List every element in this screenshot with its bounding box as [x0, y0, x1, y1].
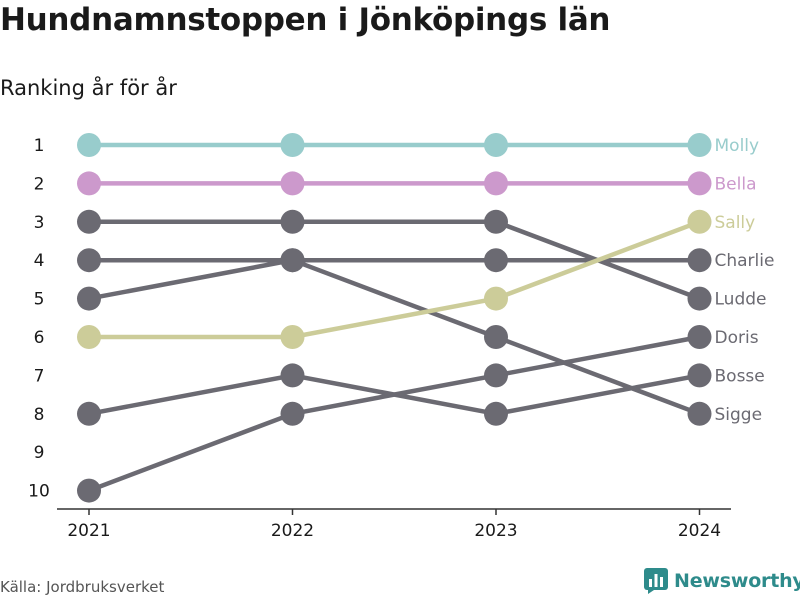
data-point-charlie [687, 248, 712, 273]
data-point-bella [280, 171, 305, 196]
data-point-sally [280, 325, 305, 349]
y-tick-label: 7 [34, 366, 45, 386]
data-point-molly [77, 133, 101, 157]
y-tick-label: 1 [34, 136, 45, 156]
data-point-ludde [484, 209, 508, 234]
data-point-sally [484, 286, 508, 311]
data-point-molly [280, 133, 305, 157]
brand-logo: Newsworthy [644, 568, 800, 594]
chart-subtitle: Ranking år för år [0, 76, 177, 100]
data-point-ludde [280, 209, 305, 234]
series-line-sigge [88, 257, 701, 416]
data-point-bosse [77, 401, 101, 426]
data-point-bosse [687, 363, 712, 388]
data-point-molly [484, 133, 508, 157]
source-note: Källa: Jordbruksverket [0, 578, 165, 596]
series-label-molly: Molly [715, 136, 760, 156]
chart-title: Hundnamnstoppen i Jönköpings län [0, 2, 611, 38]
data-point-sigge [280, 248, 305, 273]
y-tick-label: 5 [34, 290, 45, 310]
series-points [77, 133, 712, 503]
data-point-sally [77, 325, 101, 349]
y-tick-label: 2 [34, 174, 45, 194]
bar-chart-logo-icon [644, 568, 668, 594]
series-line-sally [89, 219, 701, 340]
data-point-doris [484, 363, 508, 388]
brand-name: Newsworthy [674, 570, 800, 592]
x-tick-label: 2022 [271, 521, 314, 541]
data-point-charlie [77, 248, 101, 273]
series-label-ludde: Ludde [715, 290, 767, 310]
x-tick-label: 2021 [67, 521, 110, 541]
data-point-ludde [687, 286, 712, 311]
series-line-bosse [88, 373, 700, 417]
data-point-sigge [484, 325, 508, 349]
y-tick-label: 6 [34, 328, 45, 348]
x-axis-ticks: 2021 2022 2023 2024 [67, 509, 721, 541]
ranking-chart: 1 2 3 4 5 6 7 8 9 10 2021 2022 2023 2024 Charlie Ludd… [28, 133, 775, 541]
x-tick-label: 2023 [474, 521, 517, 541]
data-point-doris [687, 325, 712, 349]
series-labels: Charlie Ludde Doris Bosse Sigge Molly Bella Sal… [715, 136, 775, 425]
series-label-charlie: Charlie [715, 251, 775, 271]
data-point-bella [77, 171, 101, 196]
y-tick-label: 4 [34, 251, 45, 271]
data-point-ludde [77, 209, 101, 234]
series-label-sigge: Sigge [715, 405, 763, 425]
y-tick-label: 8 [34, 405, 45, 425]
y-tick-label: 9 [34, 443, 45, 463]
data-point-bella [687, 171, 712, 196]
data-point-sally [687, 209, 712, 234]
data-point-bosse [280, 363, 305, 388]
data-point-doris [280, 401, 305, 426]
series-label-sally: Sally [715, 213, 756, 233]
series-label-doris: Doris [715, 328, 759, 348]
series-line-doris [88, 334, 700, 493]
y-tick-label: 3 [34, 213, 45, 233]
data-point-sigge [77, 286, 101, 311]
data-point-charlie [484, 248, 508, 273]
data-point-molly [687, 133, 712, 157]
data-point-doris [77, 478, 101, 503]
series-lines [88, 142, 701, 493]
data-point-sigge [687, 401, 712, 426]
y-axis-labels: 1 2 3 4 5 6 7 8 9 10 [28, 136, 50, 502]
data-point-bosse [484, 401, 508, 426]
x-tick-label: 2024 [678, 521, 721, 541]
y-tick-label: 10 [28, 482, 50, 502]
series-label-bella: Bella [715, 174, 757, 194]
data-point-bella [484, 171, 508, 196]
series-label-bosse: Bosse [715, 366, 765, 386]
